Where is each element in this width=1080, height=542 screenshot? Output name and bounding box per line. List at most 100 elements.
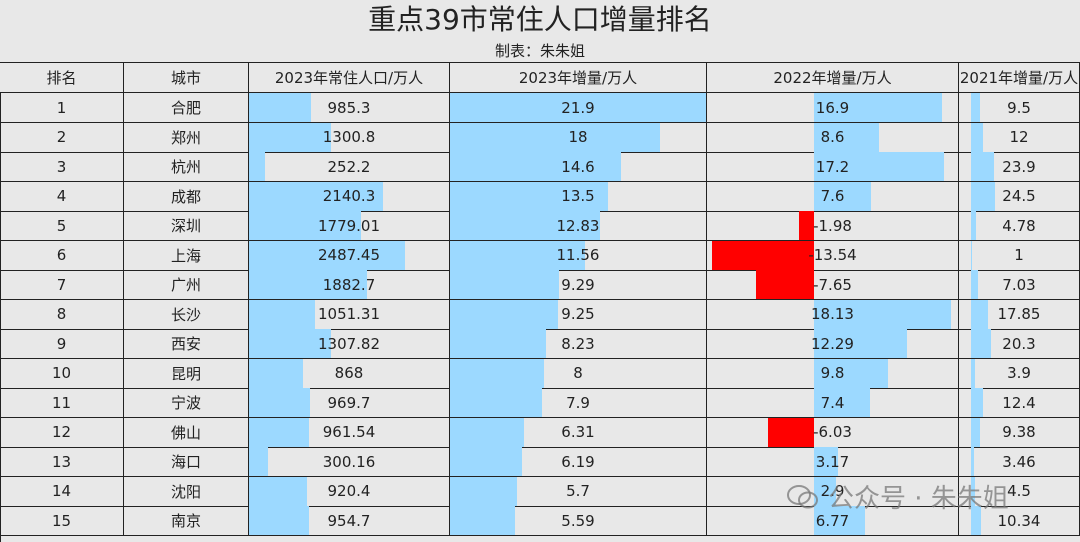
data-bar [249, 211, 361, 240]
data-bar [971, 211, 976, 240]
rank-col-cell: 13 [0, 447, 124, 477]
pop2023-col-cell: 2487.45 [249, 240, 450, 271]
cell-value: 920.4 [327, 482, 371, 500]
data-bar [971, 329, 991, 358]
pop2023-col-cell: 961.54 [249, 417, 450, 448]
inc2021-col-cell: 12 [959, 122, 1080, 153]
cell-value: -6.03 [813, 423, 852, 441]
inc2022-col-cell: 9.8 [707, 358, 959, 389]
rank-col-cell: 9 [0, 329, 124, 359]
inc2021-col-cell: 3.9 [959, 358, 1080, 389]
pop2023-col-cell: 1300.8 [249, 122, 450, 153]
column-header-label: 2021年增量/万人 [959, 69, 1079, 87]
inc2022-col-cell: 7.6 [707, 181, 959, 212]
data-bar [450, 181, 608, 211]
inc2021-col-cell: 1 [959, 240, 1080, 271]
inc2021-col-cell: 17.85 [959, 299, 1080, 330]
cell-value: 23.9 [1002, 157, 1036, 176]
city-col-cell: 上海 [124, 240, 249, 271]
data-bar [450, 329, 547, 358]
inc2021-col-cell: 12.4 [959, 388, 1080, 418]
cell-value: 1 [1014, 246, 1024, 264]
rank-col-cell: 7 [0, 270, 124, 300]
inc2022-col-cell: 6.77 [707, 506, 959, 536]
cell-value: -1.98 [813, 216, 852, 235]
cell-value: 杭州 [170, 158, 201, 176]
cell-value: 961.54 [322, 423, 376, 441]
cell-value: 4.5 [1007, 482, 1031, 500]
city-col-cell: 郑州 [124, 122, 249, 153]
inc2023-col-cell: 9.25 [450, 299, 707, 330]
cell-value: -13.54 [808, 246, 857, 264]
cell-value: 12.4 [1002, 393, 1036, 412]
rank-col-cell: 8 [0, 299, 124, 330]
cell-value: 6.19 [561, 452, 595, 471]
cell-value: 2487.45 [317, 246, 381, 264]
inc2022-col-cell: -13.54 [707, 240, 959, 271]
cell-value: 深圳 [170, 217, 201, 235]
table-top-border [0, 62, 1080, 63]
cell-value: 15 [51, 511, 72, 530]
cell-value: 3 [56, 157, 67, 176]
cell-value: 8.23 [561, 334, 595, 353]
cell-value: 14 [51, 482, 72, 500]
inc2022-col-cell: -1.98 [707, 211, 959, 241]
cell-value: 9.8 [820, 364, 845, 382]
rank-col-cell: 12 [0, 417, 124, 448]
inc2023-col-cell: 5.7 [450, 476, 707, 507]
cell-value: 12.29 [811, 334, 854, 353]
inc2022-col-cell: -6.03 [707, 417, 959, 448]
data-bar [249, 299, 315, 329]
data-bar [971, 476, 976, 506]
cell-value: 1779.01 [317, 216, 381, 235]
cell-value: 12 [1009, 128, 1029, 146]
inc2021-col-cell: 9.38 [959, 417, 1080, 448]
data-bar [249, 417, 310, 447]
column-header-label: 2023年常住人口/万人 [274, 69, 424, 87]
cell-value: 2 [56, 128, 67, 146]
inc2022-col-cell: 18.13 [707, 299, 959, 330]
watermark-text: 公众号 · 朱朱姐 [828, 484, 1009, 514]
cell-value: 9.25 [561, 305, 595, 323]
column-header: 排名 [0, 63, 124, 93]
cell-value: 6.31 [561, 423, 595, 441]
data-bar [450, 93, 706, 122]
data-bar [450, 240, 586, 270]
column-header-label: 城市 [170, 69, 201, 87]
pop2023-col-cell: 985.3 [249, 93, 450, 123]
cell-value: 1051.31 [317, 305, 381, 323]
cell-value: 5.7 [566, 482, 590, 500]
column-header: 2021年增量/万人 [959, 63, 1080, 93]
cell-value: 3.46 [1002, 452, 1036, 471]
inc2021-col-cell: 3.46 [959, 447, 1080, 477]
rank-col-cell: 14 [0, 476, 124, 507]
cell-value: 11 [51, 393, 72, 412]
wechat-icon [787, 484, 818, 508]
cell-value: -7.65 [813, 275, 852, 294]
data-bar [814, 181, 872, 211]
cell-value: 1307.82 [317, 334, 381, 353]
cell-value: 上海 [170, 246, 201, 265]
cell-value: 2.9 [820, 482, 845, 500]
cell-value: 4.78 [1002, 216, 1036, 235]
data-bar [768, 417, 814, 447]
data-bar [971, 181, 995, 211]
data-bar [971, 152, 995, 181]
data-bar [450, 388, 543, 417]
cell-value: 18 [568, 128, 588, 146]
pop2023-col-cell: 1779.01 [249, 211, 450, 241]
data-bar [971, 299, 989, 329]
inc2022-col-cell: 8.6 [707, 122, 959, 153]
cell-value: 成都 [170, 187, 201, 206]
data-bar [971, 93, 981, 122]
data-bar [249, 447, 268, 476]
data-bar [450, 417, 524, 447]
cell-value: 郑州 [170, 128, 201, 147]
cell-value: 10.34 [997, 511, 1041, 530]
cell-value: 7 [56, 275, 67, 294]
data-bar [450, 506, 516, 535]
cell-value: 12.83 [556, 216, 600, 235]
cell-value: 9.29 [561, 275, 595, 294]
data-bar [971, 358, 975, 388]
cell-value: 昆明 [170, 364, 201, 383]
